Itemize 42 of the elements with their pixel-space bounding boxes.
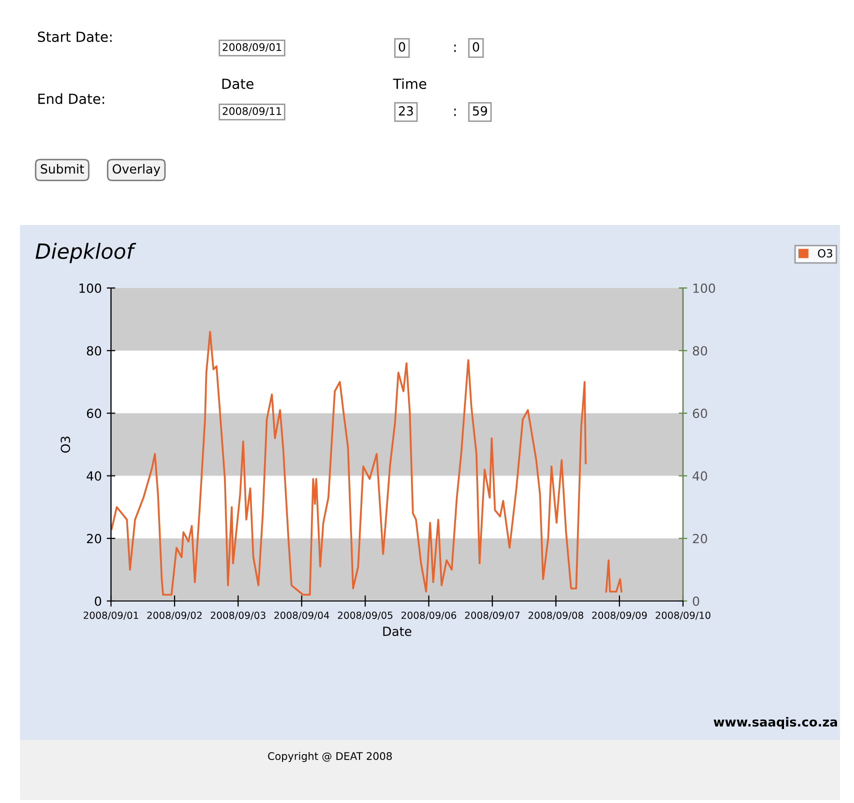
legend-label: O3 xyxy=(818,249,832,258)
text: : xyxy=(454,108,456,116)
text: 0 xyxy=(398,42,406,52)
text: Time xyxy=(392,78,426,90)
x-tick-label: 2008/09/09 xyxy=(592,612,647,620)
text: End Date: xyxy=(38,93,104,104)
x-tick-label: 2008/09/05 xyxy=(338,612,392,620)
x-tick-label: 2008/09/08 xyxy=(528,612,584,620)
x-tick-label: 2008/09/03 xyxy=(210,612,266,620)
y-axis-title: O3 xyxy=(60,436,70,453)
y2-tick-label: 40 xyxy=(692,471,708,481)
text: Start Date: xyxy=(38,32,112,42)
text: Date xyxy=(222,78,254,90)
x-tick-label: 2008/09/04 xyxy=(274,612,330,620)
x-tick-label: 2008/09/06 xyxy=(401,612,456,620)
chart-title: Diepkloof xyxy=(36,242,136,264)
x-tick-label: 2008/09/07 xyxy=(465,612,520,620)
x-tick-label: 2008/09/02 xyxy=(147,612,202,620)
y2-tick-label: 0 xyxy=(692,596,700,606)
y2-tick-label: 100 xyxy=(693,283,716,293)
text: 2008/09/01 xyxy=(222,43,282,52)
text: 0 xyxy=(472,42,480,52)
x-tick-label: 2008/09/01 xyxy=(84,612,138,620)
x-axis-title: Date xyxy=(383,626,412,636)
y2-tick-label: 20 xyxy=(692,534,708,544)
text: Submit xyxy=(40,164,84,174)
text: : xyxy=(454,44,456,52)
text: Copyright @ DEAT 2008 xyxy=(268,752,392,762)
text: www.saaqis.co.za xyxy=(714,716,838,730)
y-tick-label: 40 xyxy=(86,471,102,481)
y2-tick-label: 60 xyxy=(692,408,708,418)
text: 23 xyxy=(398,106,413,116)
y-tick-label: 100 xyxy=(79,283,102,293)
x-tick-label: 2008/09/10 xyxy=(656,612,710,620)
text: 59 xyxy=(472,106,488,116)
y2-tick-label: 80 xyxy=(692,346,708,356)
text: 2008/09/11 xyxy=(222,107,282,116)
y-tick-label: 0 xyxy=(94,596,102,606)
y-tick-label: 80 xyxy=(86,346,102,356)
y-tick-label: 60 xyxy=(86,408,102,418)
text: Overlay xyxy=(112,164,160,176)
y-tick-label: 20 xyxy=(86,534,102,544)
